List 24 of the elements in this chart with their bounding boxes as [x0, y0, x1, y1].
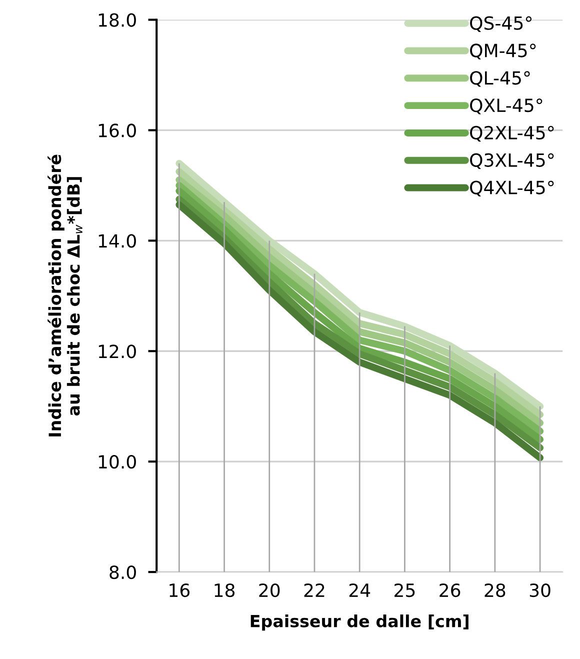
legend-label: QXL-45°: [470, 98, 542, 114]
x-tick-label: 20: [259, 583, 280, 598]
x-tick-label: 18: [214, 583, 235, 598]
x-axis-title: Epaisseur de dalle [cm]: [250, 614, 468, 631]
x-tick-label: 24: [349, 583, 370, 597]
y-tick-label: 8.0: [110, 565, 136, 580]
x-tick-label: 26: [440, 583, 460, 598]
y-tick-label: 16.0: [98, 124, 136, 138]
x-tick-label: 30: [530, 583, 550, 598]
x-tick-label: 25: [394, 583, 415, 598]
x-tick-label: 16: [170, 583, 190, 598]
x-tick-label: 22: [304, 583, 324, 597]
legend-label: QM-45°: [470, 44, 536, 60]
y-tick-label: 12.0: [98, 344, 136, 358]
legend-label: Q4XL-45°: [470, 180, 554, 196]
y-axis-title: Indice d’amélioration pondéré au bruit de choc ΔL$_{w}$*[dB]: [48, 154, 82, 436]
legend-label: Q3XL-45°: [470, 153, 554, 170]
y-tick-label: 18.0: [98, 13, 136, 27]
legend-label: QS-45°: [470, 16, 532, 32]
y-tick-label: 14.0: [98, 234, 136, 248]
legend-label: Q2XL-45°: [470, 126, 554, 142]
legend-label: QL-45°: [470, 71, 530, 87]
y-tick-label: 10.0: [98, 455, 136, 469]
x-tick-label: 28: [484, 583, 506, 598]
